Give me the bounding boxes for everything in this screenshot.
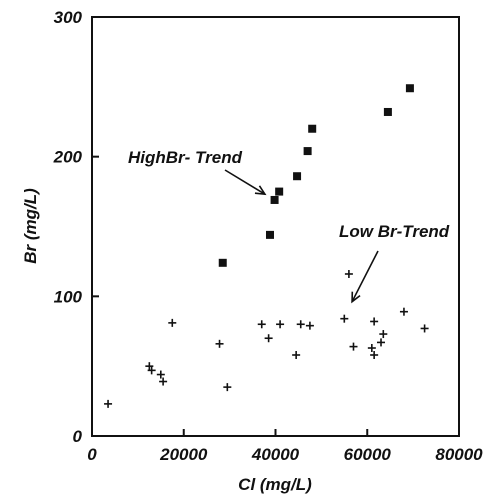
annotation-arrow xyxy=(224,169,266,195)
data-points xyxy=(104,84,429,408)
x-tick-label: 80000 xyxy=(435,445,483,464)
annotation-arrow xyxy=(351,250,379,303)
square-point xyxy=(275,187,284,196)
square-point xyxy=(308,124,317,133)
square-point xyxy=(293,172,302,181)
plus-point xyxy=(223,383,232,392)
plus-point xyxy=(257,320,266,329)
plus-point xyxy=(215,339,224,348)
x-axis-label: Cl (mg/L) xyxy=(238,475,312,494)
plus-point xyxy=(104,399,113,408)
y-axis: 0 100 200 300 xyxy=(53,8,99,446)
plus-point xyxy=(349,342,358,351)
plus-point xyxy=(370,317,379,326)
plus-point xyxy=(159,377,168,386)
y-axis-label: Br (mg/L) xyxy=(21,188,40,264)
x-axis: 0 20000 40000 60000 80000 xyxy=(87,429,483,464)
plus-point xyxy=(276,320,285,329)
x-tick-label: 0 xyxy=(87,445,97,464)
plus-point xyxy=(145,362,154,371)
plus-point xyxy=(292,350,301,359)
plus-point xyxy=(367,344,376,353)
plus-point xyxy=(168,318,177,327)
square-point xyxy=(405,84,414,93)
y-tick-label: 100 xyxy=(54,287,83,306)
square-point xyxy=(383,107,392,116)
square-point xyxy=(218,258,227,267)
plus-point xyxy=(377,338,386,347)
y-tick-label: 300 xyxy=(54,8,83,27)
annotation-label: Low Br-Trend xyxy=(339,222,450,241)
annotations: HighBr- Trend Low Br-Trend xyxy=(128,148,450,304)
plus-point xyxy=(379,330,388,339)
arrowhead xyxy=(351,291,361,304)
annotation-label: HighBr- Trend xyxy=(128,148,243,167)
plus-point xyxy=(370,350,379,359)
plus-point xyxy=(264,334,273,343)
square-point xyxy=(270,195,279,204)
x-tick-label: 40000 xyxy=(251,445,300,464)
y-tick-label: 200 xyxy=(53,148,83,167)
arrowhead xyxy=(254,185,267,196)
plus-point xyxy=(340,314,349,323)
x-tick-label: 20000 xyxy=(159,445,208,464)
square-point xyxy=(265,230,274,239)
x-tick-label: 60000 xyxy=(344,445,392,464)
plus-point xyxy=(156,370,165,379)
plus-point xyxy=(420,324,429,333)
plus-point xyxy=(147,366,156,375)
plus-point xyxy=(399,307,408,316)
y-tick-label: 0 xyxy=(73,427,83,446)
square-point xyxy=(303,147,312,156)
plus-point xyxy=(296,320,305,329)
plus-point xyxy=(344,269,353,278)
plus-point xyxy=(305,321,314,330)
